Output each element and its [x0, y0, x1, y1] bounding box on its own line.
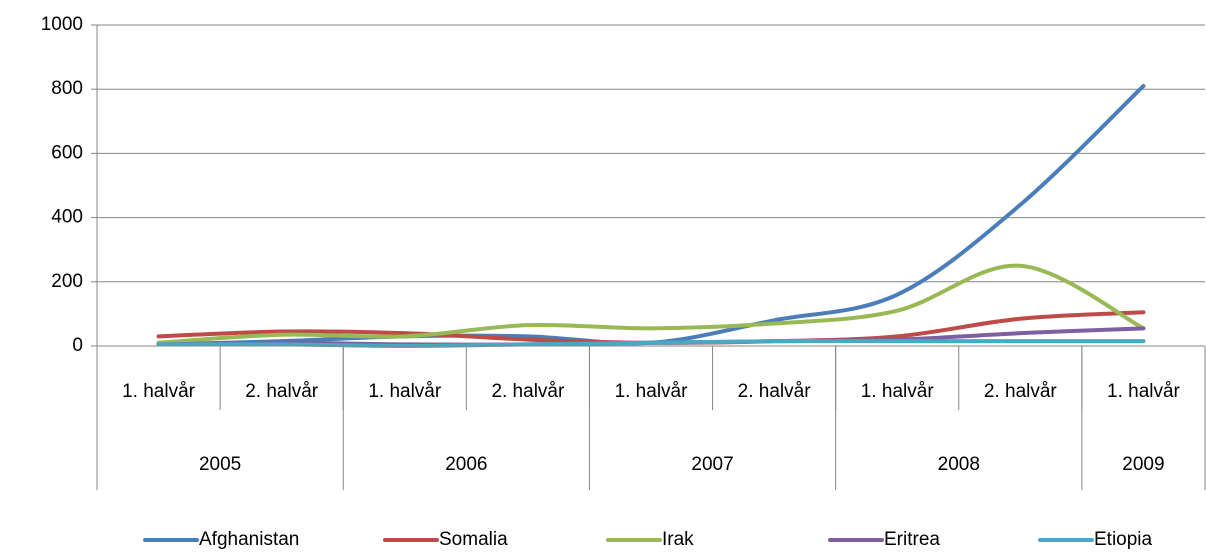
y-tick-label: 1000 — [41, 14, 83, 35]
x-tick-label: 1. halvår — [615, 381, 689, 402]
legend-label: Eritrea — [884, 529, 940, 550]
group-label: 2006 — [445, 454, 487, 475]
legend-label: Etiopia — [1094, 529, 1153, 550]
series-line — [156, 263, 1146, 345]
series-line — [156, 83, 1146, 347]
series-line — [156, 339, 1146, 349]
x-tick-label: 1. halvår — [122, 381, 196, 402]
x-tick-label: 2. halvår — [984, 381, 1058, 402]
x-tick-label: 1. halvår — [1107, 381, 1181, 402]
group-label: 2005 — [199, 454, 241, 475]
legend-label: Irak — [662, 529, 694, 550]
y-tick-label: 400 — [51, 207, 83, 228]
legend-label: Afghanistan — [199, 529, 299, 550]
group-label: 2008 — [938, 454, 980, 475]
x-tick-label: 2. halvår — [491, 381, 565, 402]
legend-label: Somalia — [439, 529, 508, 550]
group-label: 2007 — [691, 454, 733, 475]
y-tick-label: 0 — [72, 335, 83, 356]
y-tick-label: 200 — [51, 271, 83, 292]
group-label: 2009 — [1122, 454, 1164, 475]
y-tick-label: 800 — [51, 78, 83, 99]
x-tick-label: 1. halvår — [368, 381, 442, 402]
x-tick-label: 2. halvår — [245, 381, 319, 402]
y-tick-label: 600 — [51, 142, 83, 163]
x-tick-label: 1. halvår — [861, 381, 935, 402]
x-tick-label: 2. halvår — [738, 381, 812, 402]
